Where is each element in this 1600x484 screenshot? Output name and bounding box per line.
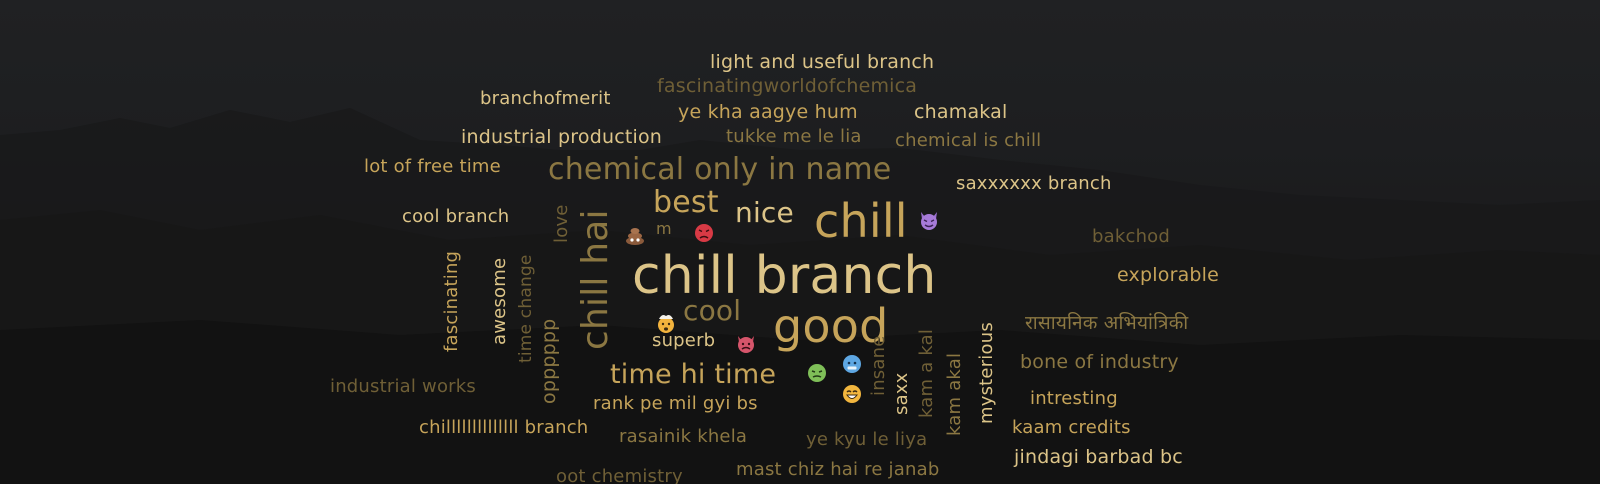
word-kaam-credits: kaam credits bbox=[1012, 417, 1131, 438]
word-tukke-me-le-lia: tukke me le lia bbox=[726, 126, 862, 147]
word-chamakal: chamakal bbox=[914, 101, 1008, 123]
word-mast-chiz-hai-re-janab: mast chiz hai re janab bbox=[736, 459, 940, 480]
angry-devil-icon bbox=[735, 333, 757, 355]
word-best: best bbox=[653, 185, 719, 220]
word-light-and-useful-branch: light and useful branch bbox=[710, 51, 935, 73]
exploding-head-icon bbox=[655, 312, 677, 334]
cold-face-icon bbox=[841, 353, 863, 375]
angry-face-icon bbox=[693, 222, 715, 244]
word-nice: nice bbox=[735, 196, 794, 229]
word-ye-kyu-le-liya: ye kyu le liya bbox=[806, 429, 928, 450]
word-kam-a-kal: kam a kal bbox=[916, 328, 937, 418]
poop-icon bbox=[624, 224, 646, 246]
word-chemical-is-chill: chemical is chill bbox=[895, 130, 1042, 151]
word-time-hi-time: time hi time bbox=[610, 359, 777, 390]
word-rasayanik-abhiyantriki: रासायनिक अभियांत्रिकी bbox=[1025, 312, 1189, 334]
word-cool-branch: cool branch bbox=[402, 206, 510, 227]
word-good: good bbox=[773, 299, 889, 353]
word-chemical-only-in-name: chemical only in name bbox=[548, 152, 892, 187]
word-ye-kha-aagye-hum: ye kha aagye hum bbox=[678, 101, 858, 123]
word-rank-pe-mil-gyi-bs: rank pe mil gyi bs bbox=[593, 393, 758, 414]
word-saxxxxxx-branch: saxxxxxx branch bbox=[956, 173, 1112, 194]
word-saxx: saxx bbox=[891, 372, 912, 415]
word-chill-branch: chill branch bbox=[632, 246, 937, 306]
word-branchofmerit: branchofmerit bbox=[480, 88, 611, 109]
word-rasainik-khela: rasainik khela bbox=[619, 426, 748, 447]
word-opppppp: opppppp bbox=[538, 318, 560, 404]
word-intresting: intresting bbox=[1030, 388, 1118, 409]
word-kam-akal: kam akal bbox=[944, 352, 965, 436]
word-lot-of-free-time: lot of free time bbox=[364, 156, 501, 177]
word-chill: chill bbox=[814, 194, 908, 248]
word-oot-chemistry: oot chemistry bbox=[556, 466, 683, 484]
word-industrial-works: industrial works bbox=[330, 376, 476, 397]
word-chill-hai: chill hai bbox=[575, 209, 616, 350]
word-insane: insane bbox=[868, 335, 889, 397]
devil-face-icon bbox=[918, 210, 940, 232]
word-cool: cool bbox=[683, 294, 742, 327]
grinning-face-icon bbox=[841, 383, 863, 405]
word-bone-of-industry: bone of industry bbox=[1020, 351, 1179, 373]
word-love: love bbox=[551, 204, 572, 243]
word-fascinating: fascinating bbox=[441, 250, 462, 352]
word-fascinatingworldofchemica: fascinatingworldofchemica bbox=[657, 75, 918, 97]
word-superb: superb bbox=[652, 330, 716, 351]
word-m: m bbox=[656, 219, 672, 238]
word-explorable: explorable bbox=[1117, 264, 1220, 286]
nauseated-face-icon bbox=[806, 362, 828, 384]
word-jindagi-barbad-bc: jindagi barbad bc bbox=[1014, 446, 1183, 468]
word-bakchod: bakchod bbox=[1092, 226, 1171, 247]
word-awesome: awesome bbox=[489, 257, 510, 345]
word-chill-long-branch: chillllllllllllll branch bbox=[419, 417, 589, 438]
word-industrial-production: industrial production bbox=[461, 126, 663, 148]
word-mysterious: mysterious bbox=[976, 322, 997, 424]
word-time-change: time change bbox=[516, 254, 536, 363]
